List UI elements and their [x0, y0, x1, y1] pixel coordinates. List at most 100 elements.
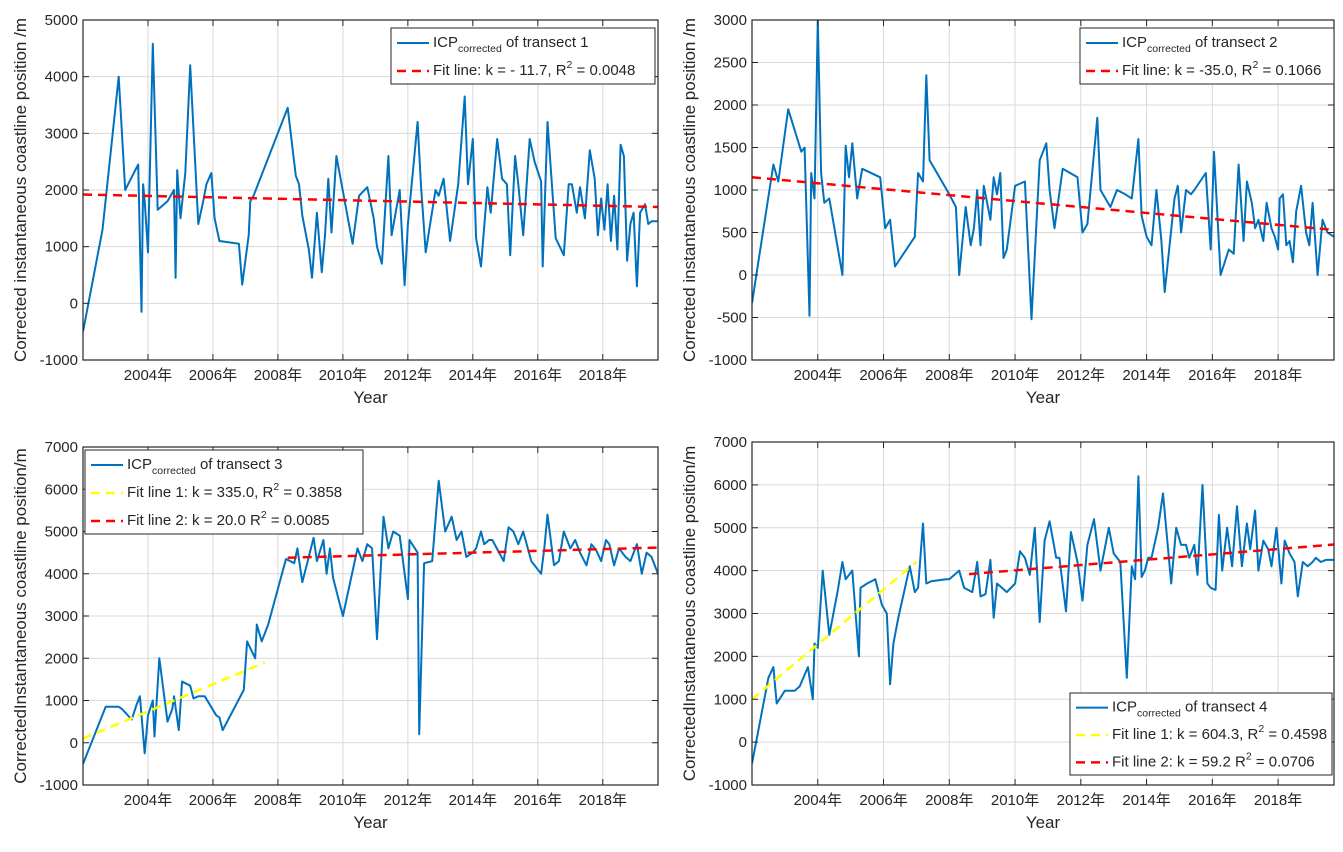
x-tick-label: 2014年 [449, 367, 497, 384]
legend-box [1069, 692, 1333, 776]
y-tick-label: 5000 [45, 12, 78, 29]
x-axis-label: Year [1026, 388, 1061, 407]
x-axis-label: Year [353, 813, 388, 832]
y-tick-label: 0 [70, 735, 78, 752]
x-tick-label: 2008年 [925, 367, 973, 384]
legend: ICPcorrected of transect 2 Fit line: k = … [1079, 27, 1335, 85]
legend-superscript: 2 [1258, 723, 1264, 735]
x-tick-label: 2004年 [124, 367, 172, 384]
x-axis-label: Year [353, 388, 388, 407]
legend-superscript: 2 [273, 481, 279, 493]
legend-text: Fit line 1: k = 604.3, R [1112, 726, 1258, 743]
legend-text: Fit line 1: k = 335.0, R [127, 484, 273, 501]
legend-entry: ICPcorrected of transect 4 [1112, 699, 1268, 720]
legend-text: Fit line: k = -35.0, R [1122, 62, 1253, 79]
y-tick-label: 1000 [45, 693, 78, 710]
y-tick-label: 7000 [714, 434, 747, 451]
legend-text: ICP [433, 34, 458, 51]
y-axis-label: CorrectedInstantaneous coastline positio… [11, 448, 30, 783]
y-tick-label: 4000 [45, 566, 78, 583]
y-tick-label: 1000 [714, 691, 747, 708]
y-tick-label: 0 [739, 734, 747, 751]
legend-box [1079, 27, 1335, 85]
legend: ICPcorrected of transect 1 Fit line: k = … [390, 27, 656, 85]
legend: ICPcorrected of transect 3 Fit line 1: k … [84, 449, 364, 535]
x-tick-label: 2012年 [384, 367, 432, 384]
y-tick-label: -1000 [40, 777, 78, 794]
fit-line-1 [83, 193, 658, 209]
y-tick-label: -1000 [40, 352, 78, 369]
series-group [83, 42, 658, 332]
legend-text: = 0.4598 [1264, 726, 1327, 743]
legend-text: Fit line: k = - 11.7, R [433, 62, 567, 79]
x-tick-label: 2004年 [794, 792, 842, 809]
y-tick-label: 0 [70, 295, 78, 312]
legend-entry: Fit line 1: k = 335.0, R2 = 0.3858 [127, 481, 342, 501]
x-tick-label: 2006年 [859, 792, 907, 809]
legend-entry: ICPcorrected of transect 3 [127, 456, 283, 477]
legend-box [390, 27, 656, 85]
legend-text: ICP [127, 456, 152, 473]
x-tick-label: 2018年 [1254, 792, 1302, 809]
legend-text: Fit line 2: k = 20.0 R [127, 512, 261, 529]
y-tick-label: 1000 [45, 239, 78, 256]
x-tick-label: 2018年 [579, 367, 627, 384]
legend-subscript: corrected [1137, 708, 1181, 720]
y-tick-label: 2500 [714, 55, 747, 72]
x-tick-label: 2008年 [925, 792, 973, 809]
y-tick-label: 2000 [714, 97, 747, 114]
y-tick-label: -500 [717, 310, 747, 327]
series-group [752, 20, 1334, 321]
legend-text: ICP [1112, 699, 1137, 716]
legend-superscript: 2 [1252, 59, 1258, 71]
legend-entry: Fit line 2: k = 59.2 R2 = 0.0706 [1112, 750, 1315, 770]
chart-panel-2: -1000 -500 0 500 1000 1500 2000 2500 3000 2004年 20… [680, 12, 1335, 407]
y-tick-label: 2000 [45, 650, 78, 667]
y-tick-label: 4000 [714, 563, 747, 580]
x-tick-label: 2004年 [124, 792, 172, 809]
y-tick-label: 1000 [714, 182, 747, 199]
x-tick-label: 2010年 [991, 792, 1039, 809]
y-tick-label: 3000 [45, 608, 78, 625]
fit-line-2 [287, 546, 658, 559]
legend-text: = 0.3858 [279, 484, 342, 501]
y-tick-label: 1500 [714, 140, 747, 157]
legend-subscript: corrected [1147, 43, 1191, 55]
legend-text: = 0.0048 [572, 62, 635, 79]
x-tick-label: 2014年 [1122, 792, 1170, 809]
legend: ICPcorrected of transect 4 Fit line 1: k … [1069, 692, 1333, 776]
legend-text: ICP [1122, 34, 1147, 51]
y-tick-label: -1000 [709, 352, 747, 369]
chart-panel-4: -1000 0 1000 2000 3000 4000 5000 6000 7000 2004年 2… [680, 434, 1335, 832]
legend-text: = 0.1066 [1258, 62, 1321, 79]
y-axis-label: CorrectedInstantaneous coastline positio… [680, 446, 699, 781]
legend-entry: Fit line 2: k = 20.0 R2 = 0.0085 [127, 509, 330, 529]
x-tick-label: 2014年 [1122, 367, 1170, 384]
fit-line-1 [752, 176, 1334, 232]
legend-subscript: corrected [458, 43, 502, 55]
y-tick-label: 2000 [714, 648, 747, 665]
chart-panel-3: -1000 0 1000 2000 3000 4000 5000 6000 7000 2004年 2… [11, 439, 659, 832]
x-axis-label: Year [1026, 813, 1061, 832]
legend-entry: Fit line: k = -35.0, R2 = 0.1066 [1122, 59, 1321, 79]
icp-series-line [83, 42, 658, 332]
legend-superscript: 2 [261, 509, 267, 521]
x-tick-label: 2012年 [1057, 792, 1105, 809]
legend-text: of transect 1 [502, 34, 589, 51]
x-tick-label: 2006年 [859, 367, 907, 384]
y-tick-label: 2000 [45, 182, 78, 199]
legend-entry: Fit line 1: k = 604.3, R2 = 0.4598 [1112, 723, 1327, 743]
x-tick-label: 2018年 [1254, 367, 1302, 384]
y-tick-label: 3000 [714, 12, 747, 29]
legend-entry: Fit line: k = - 11.7, R2 = 0.0048 [433, 59, 635, 79]
icp-series-line [752, 20, 1334, 321]
y-tick-label: 500 [722, 225, 747, 242]
x-tick-label: 2010年 [319, 367, 367, 384]
legend-text: = 0.0085 [267, 512, 330, 529]
y-tick-label: 5000 [714, 520, 747, 537]
y-axis-label: Corrected instantaneous coastline positi… [680, 18, 699, 362]
fit-line-1 [752, 561, 918, 701]
x-tick-label: 2004年 [794, 367, 842, 384]
y-tick-label: 0 [739, 267, 747, 284]
legend-entry: ICPcorrected of transect 2 [1122, 34, 1278, 55]
